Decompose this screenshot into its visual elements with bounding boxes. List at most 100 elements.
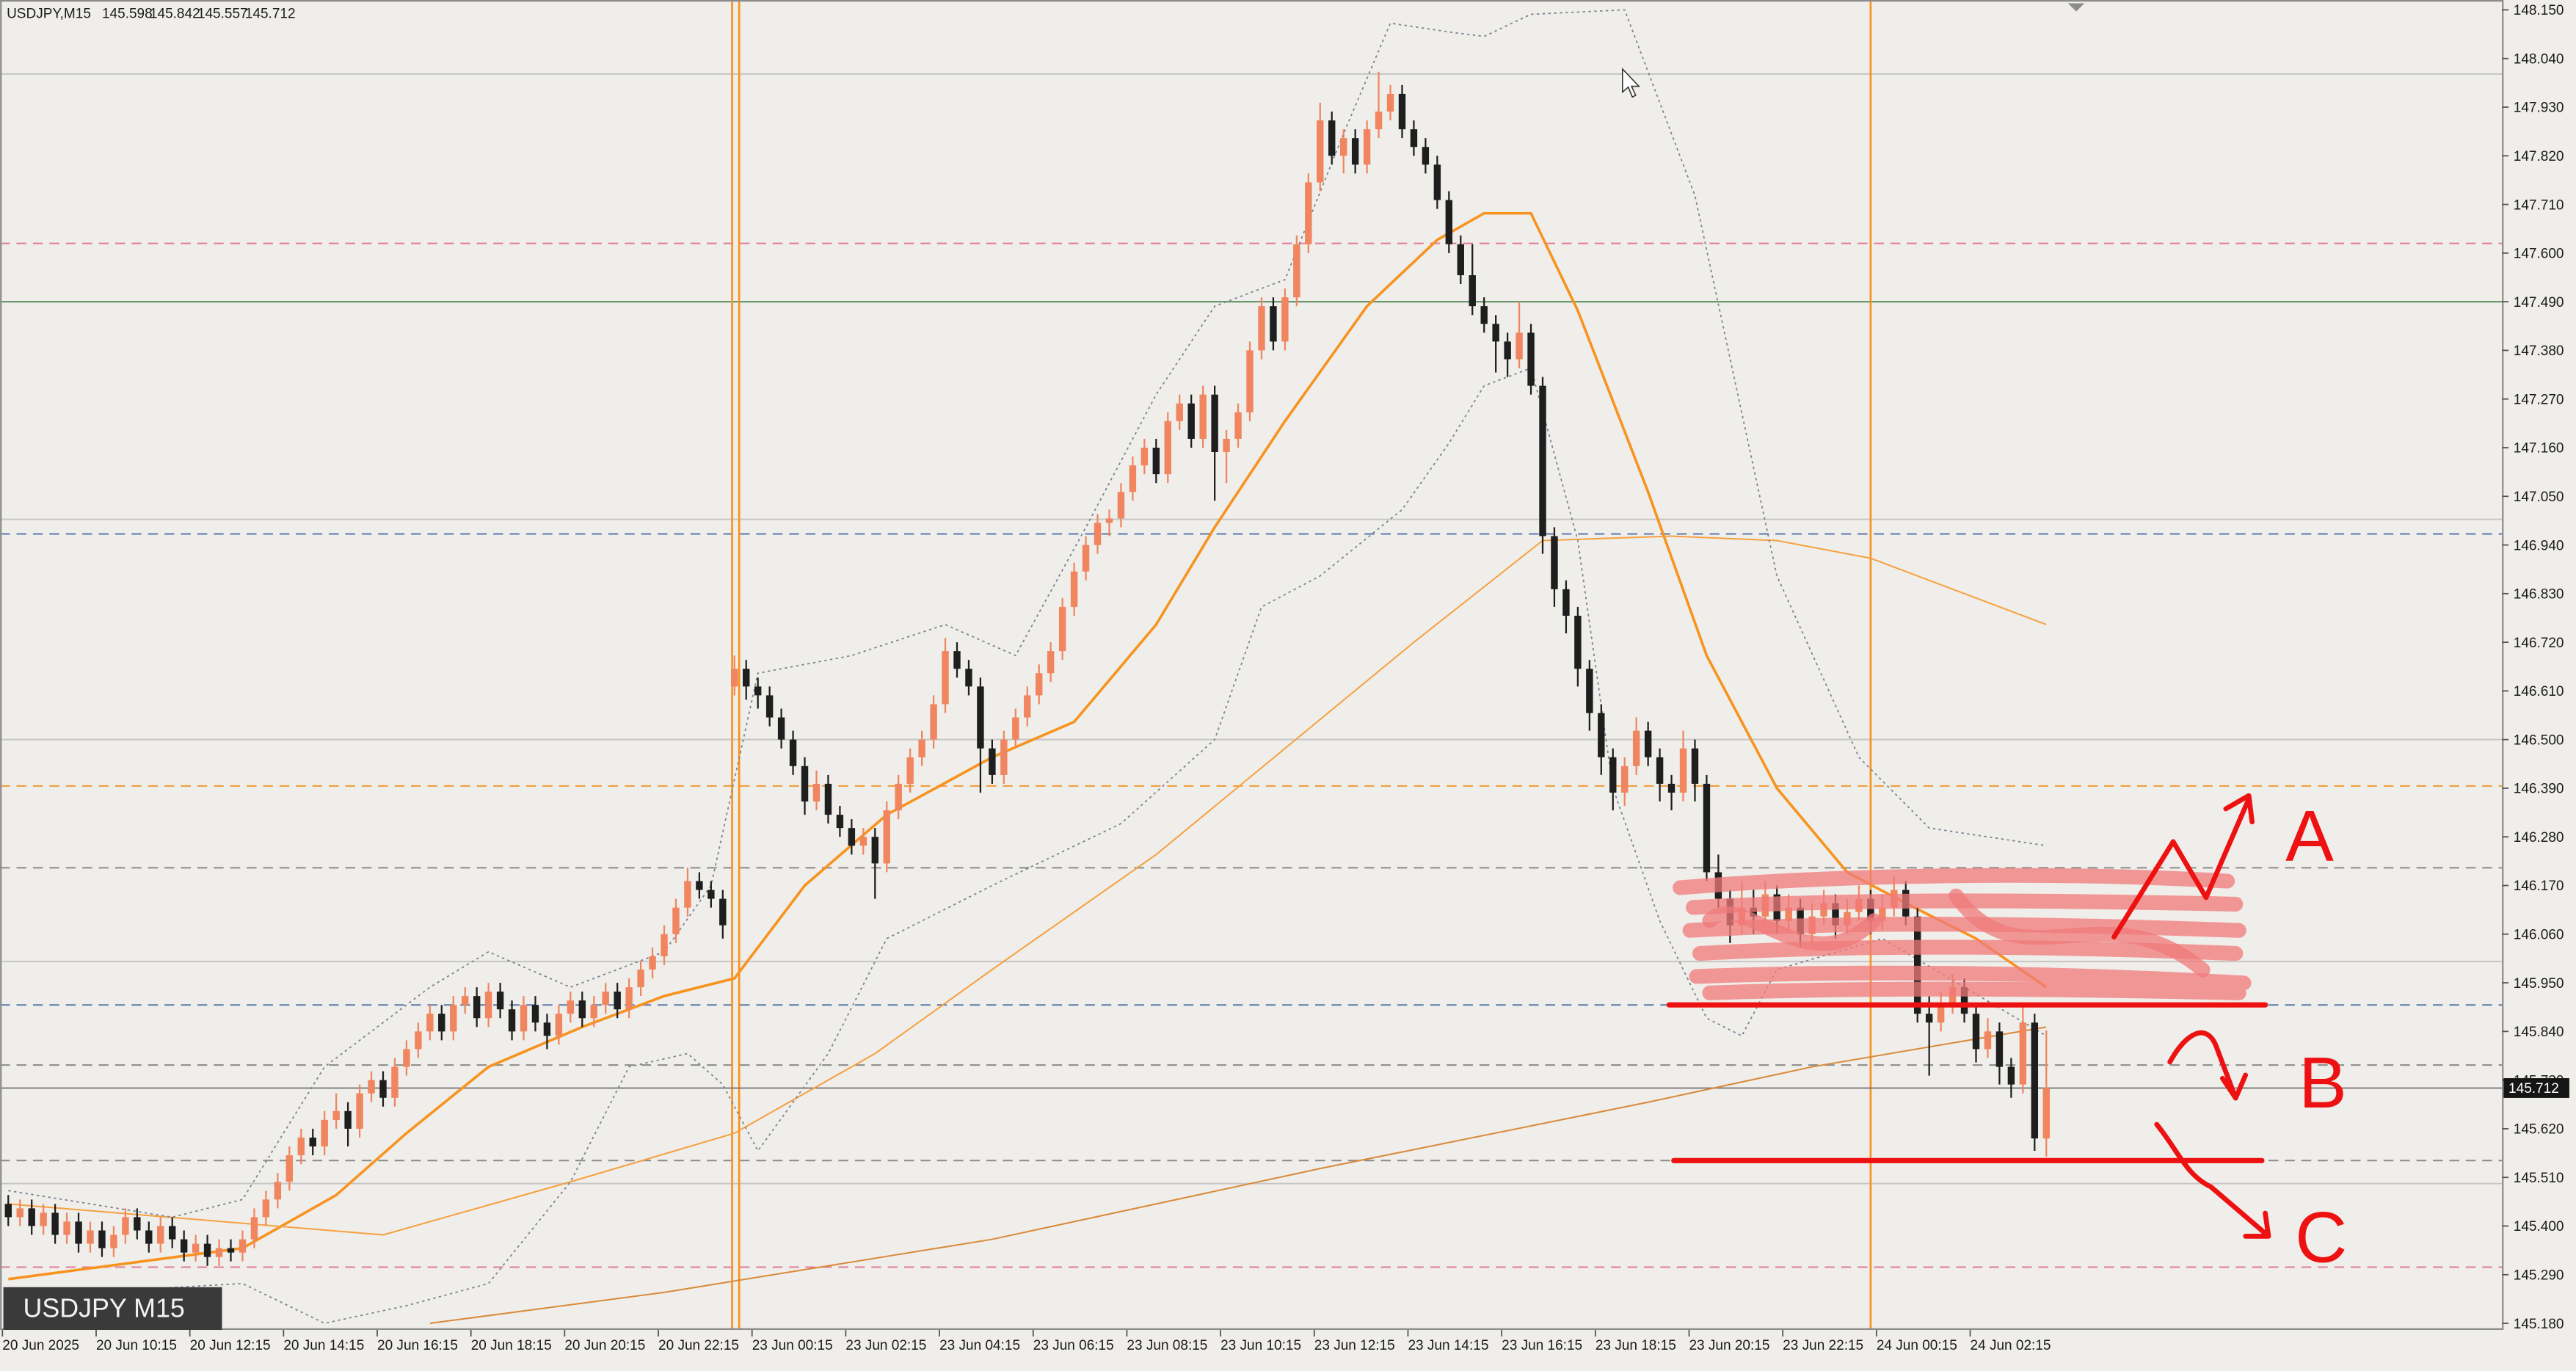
mouse-cursor [1622, 68, 1641, 98]
candle-body [649, 956, 656, 970]
candle-body [1609, 757, 1617, 793]
candle-body [484, 992, 492, 1019]
candle-body [262, 1199, 270, 1218]
candle-body [1036, 673, 1043, 696]
symbol: USDJPY,M15 [7, 7, 91, 22]
x-tick-label: 20 Jun 10:15 [96, 1338, 177, 1353]
candle-body [1644, 730, 1652, 757]
candle-body [1492, 324, 1499, 342]
candle-body [1293, 244, 1300, 298]
candle-body [28, 1208, 35, 1226]
candle-body [1445, 200, 1453, 244]
header: USDJPY,M15 145.598 145.842 145.557 145.7… [7, 7, 296, 22]
y-tick-label: 147.490 [2514, 295, 2564, 310]
candle-body [1551, 536, 1558, 589]
candle-body [895, 783, 902, 811]
x-tick-label: 24 Jun 02:15 [1971, 1338, 2051, 1353]
candle-body [1621, 765, 1629, 793]
candle-body [321, 1119, 328, 1147]
candle-body [1024, 695, 1031, 718]
candle-body [1527, 332, 1535, 386]
candle-body [1375, 112, 1383, 130]
y-tick-label: 147.160 [2514, 441, 2564, 457]
x-tick-label: 23 Jun 20:15 [1689, 1338, 1769, 1353]
y-tick-label: 146.390 [2514, 782, 2564, 797]
y-tick-label: 147.930 [2514, 101, 2564, 116]
candle-body [1422, 147, 1430, 165]
candle-body [942, 651, 949, 705]
candle-body [1070, 571, 1078, 607]
candle-body [285, 1155, 294, 1182]
y-tick-label: 148.150 [2514, 3, 2564, 18]
candle-body [145, 1230, 153, 1244]
indicator-line [8, 211, 2048, 1281]
candle-body [1632, 730, 1640, 766]
candle-body [1703, 783, 1711, 873]
x-tick-label: 23 Jun 22:15 [1783, 1338, 1863, 1353]
candle-body [2019, 1022, 2027, 1085]
x-tick-label: 20 Jun 16:15 [377, 1338, 458, 1353]
annotation-letter: A [2285, 796, 2334, 876]
header-close: 145.712 [245, 7, 296, 22]
candle-body [1937, 1005, 1945, 1023]
x-tick-label: 23 Jun 12:15 [1314, 1338, 1395, 1353]
arrows [2111, 793, 2271, 1239]
candle-body [379, 1080, 387, 1098]
candle-body [1995, 1031, 2004, 1067]
y-tick-label: 146.060 [2514, 928, 2564, 943]
candle-body [1480, 306, 1488, 324]
x-tick-label: 23 Jun 10:15 [1220, 1338, 1301, 1353]
drawings: A BC [1666, 793, 2347, 1277]
candle-body [1152, 447, 1160, 475]
candle-body [169, 1226, 176, 1240]
x-tick-label: 23 Jun 04:15 [939, 1338, 1020, 1353]
candle-body [930, 704, 937, 740]
candle-body [1281, 297, 1289, 342]
candle-body [1469, 274, 1476, 307]
candle-body [1984, 1031, 1992, 1050]
candle-body [1504, 341, 1511, 360]
y-tick-label: 146.830 [2514, 587, 2564, 603]
candle-body [965, 669, 972, 687]
candle-body [415, 1031, 422, 1050]
current-price-label: 145.712 [2508, 1081, 2559, 1097]
candle-body [1058, 606, 1066, 652]
candle-body [1667, 783, 1676, 793]
candle-body [1879, 907, 1886, 921]
candle-body [848, 828, 856, 846]
candle-body [1140, 447, 1149, 466]
header-open: 145.598 [102, 7, 153, 22]
scribble-loops [1702, 888, 2211, 978]
candle-body [508, 1009, 516, 1032]
x-tick-label: 20 Jun 22:15 [658, 1338, 739, 1353]
x-tick-label: 24 Jun 00:15 [1877, 1338, 1957, 1353]
watermark: USDJPY M15 [3, 1287, 222, 1331]
header-high: 145.842 [150, 7, 200, 22]
candle-body [227, 1248, 235, 1253]
candle-body [1960, 987, 1968, 1014]
candle-body [1117, 492, 1125, 519]
scribble [1673, 868, 2252, 1000]
x-tick-label: 20 Jun 14:15 [283, 1338, 364, 1353]
y-tick-label: 145.950 [2514, 976, 2564, 992]
candle-body [203, 1243, 211, 1257]
candle-body [1832, 903, 1839, 925]
candle-body [1047, 651, 1055, 674]
candle-body [871, 837, 879, 864]
candle-body [1211, 394, 1218, 452]
indicator-line [8, 535, 2047, 1236]
candle-body [578, 1000, 586, 1019]
candle-body [754, 686, 762, 696]
candle-body [239, 1239, 247, 1253]
candle-body [1339, 138, 1347, 156]
candle-body [567, 1000, 575, 1014]
annotation-letter: B [2299, 1042, 2347, 1123]
candle-body [63, 1221, 70, 1235]
arrow-b [2167, 1030, 2249, 1101]
candle-body [743, 669, 750, 687]
candle-body [309, 1137, 316, 1147]
candle-body [696, 881, 703, 890]
candle-body [1270, 306, 1277, 342]
